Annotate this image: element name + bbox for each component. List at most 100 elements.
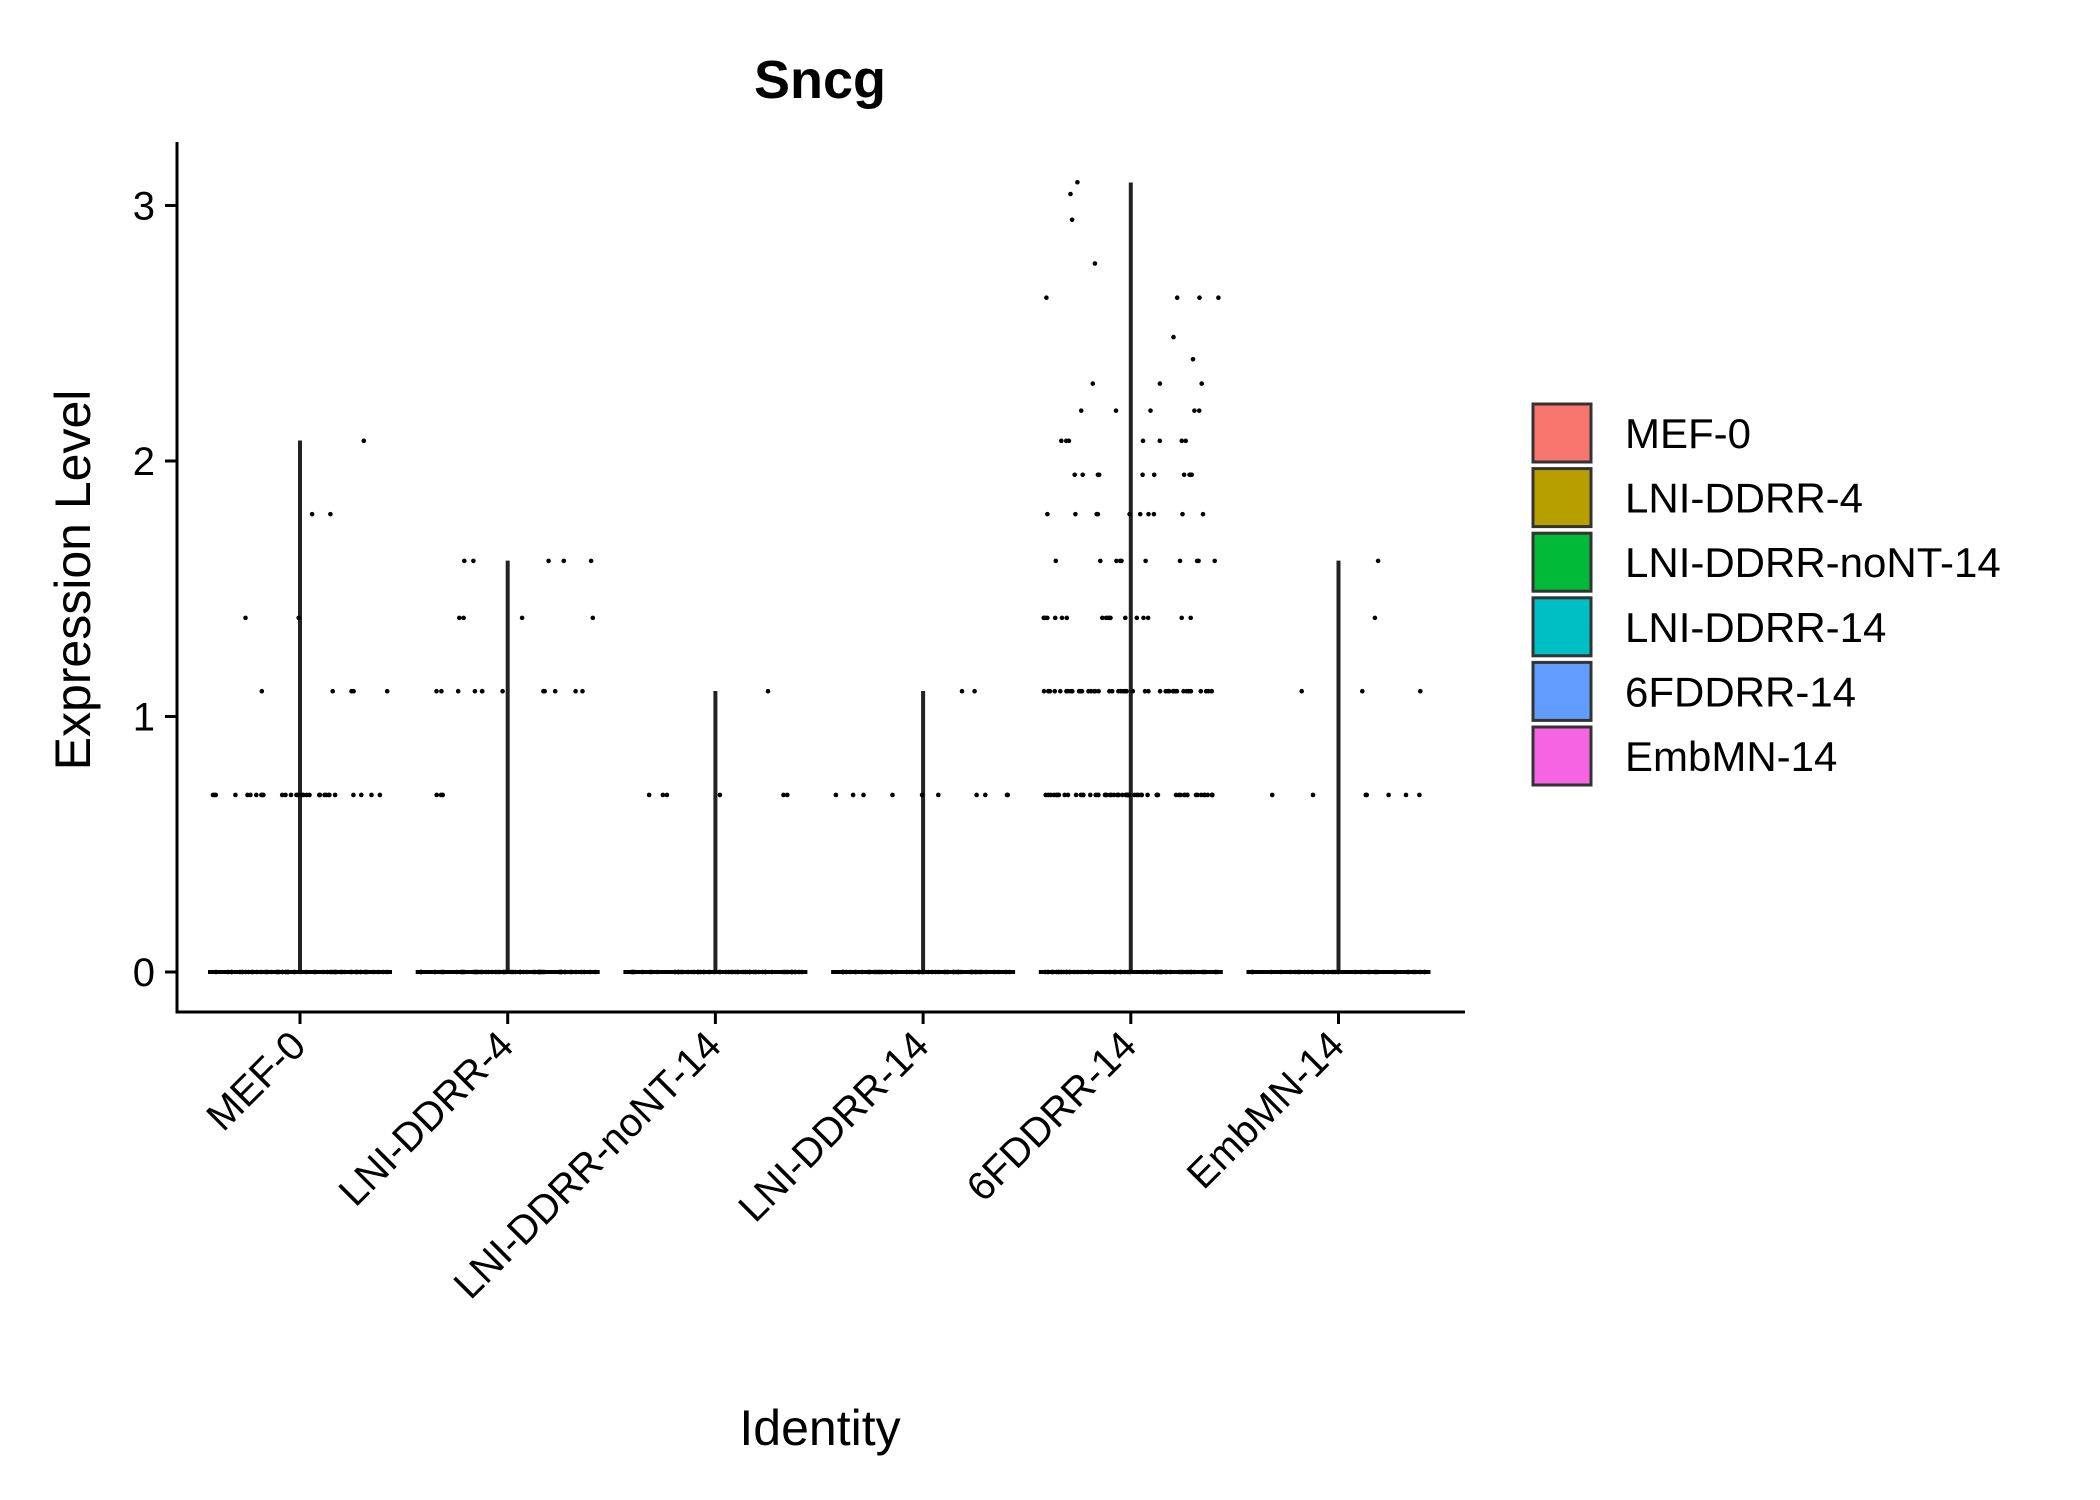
data-point	[1096, 792, 1101, 798]
legend-swatch-lni-ddrr-14	[1531, 596, 1593, 658]
data-point	[1140, 438, 1146, 444]
data-point	[1310, 969, 1316, 975]
data-point	[561, 558, 567, 564]
data-point	[1065, 792, 1071, 798]
data-point	[532, 969, 538, 975]
data-point	[363, 969, 369, 975]
data-point	[1184, 969, 1190, 975]
data-point	[1146, 511, 1151, 517]
data-point	[489, 969, 495, 975]
x-tick-label-6fddrr-14: 6FDDRR-14	[958, 1023, 1145, 1210]
data-point	[1104, 792, 1109, 798]
data-point	[1079, 969, 1084, 975]
data-point	[1163, 969, 1168, 975]
data-point	[1373, 969, 1379, 975]
data-point	[1004, 792, 1010, 798]
data-point	[309, 511, 315, 517]
data-point	[904, 969, 909, 975]
data-point	[263, 969, 269, 975]
data-point	[254, 969, 259, 975]
data-point	[258, 969, 264, 975]
data-point	[1171, 688, 1176, 694]
data-point	[478, 969, 483, 975]
data-point	[377, 792, 383, 798]
data-point	[1310, 792, 1316, 798]
data-point	[472, 688, 478, 694]
data-point	[893, 969, 899, 975]
data-point	[1173, 792, 1179, 798]
data-point	[348, 969, 353, 975]
data-point	[1049, 969, 1055, 975]
data-point	[969, 969, 974, 975]
data-point	[1151, 472, 1157, 478]
data-point	[1320, 969, 1326, 975]
data-point	[1194, 558, 1200, 564]
data-point	[1098, 558, 1103, 564]
data-point	[524, 969, 530, 975]
legend-swatch-embmn-14	[1531, 725, 1593, 787]
data-point	[460, 969, 466, 975]
data-point	[1306, 969, 1311, 975]
data-point	[1360, 688, 1365, 694]
data-point	[500, 688, 505, 694]
data-point	[1117, 558, 1123, 564]
data-point	[441, 969, 446, 975]
data-point	[457, 615, 462, 621]
data-point	[1064, 615, 1070, 621]
legend-label-embmn-14: EmbMN-14	[1625, 733, 1837, 780]
data-point	[385, 969, 390, 975]
legend-swatch-6fddrr-14	[1531, 660, 1593, 722]
data-point	[735, 969, 740, 975]
data-point	[1141, 615, 1146, 621]
data-point	[785, 792, 790, 798]
data-point	[769, 969, 775, 975]
data-point	[1047, 688, 1053, 694]
data-point	[292, 969, 297, 975]
data-point	[1353, 969, 1358, 975]
data-point	[307, 792, 312, 798]
data-point	[1053, 558, 1059, 564]
data-point	[277, 969, 282, 975]
data-point	[1183, 438, 1188, 444]
legend-swatch-lni-ddrr-4	[1531, 467, 1593, 529]
data-point	[1126, 792, 1131, 798]
data-point	[1007, 969, 1012, 975]
data-point	[349, 688, 354, 694]
data-point	[434, 792, 440, 798]
data-point	[664, 792, 670, 798]
data-point	[461, 615, 466, 621]
data-point	[850, 792, 856, 798]
data-point	[1096, 688, 1101, 694]
data-point	[717, 969, 723, 975]
data-point	[1200, 511, 1206, 517]
data-point	[328, 511, 333, 517]
data-point	[1076, 688, 1082, 694]
data-point	[972, 688, 977, 694]
x-tick-label-lni-ddrr-4: LNI-DDRR-4	[331, 1023, 522, 1214]
data-point	[1151, 969, 1156, 975]
x-tick-label-lni-ddrr-14: LNI-DDRR-14	[730, 1023, 937, 1230]
data-point	[1059, 615, 1065, 621]
data-point	[973, 969, 979, 975]
data-point	[640, 969, 645, 975]
data-point	[1145, 792, 1150, 798]
data-point	[1042, 969, 1048, 975]
data-point	[1073, 511, 1078, 517]
data-point	[1137, 511, 1143, 517]
data-point	[685, 969, 691, 975]
violins-layer	[298, 182, 1341, 972]
data-point	[1166, 688, 1172, 694]
data-point	[568, 969, 574, 975]
data-point	[358, 969, 364, 975]
data-point	[1090, 969, 1095, 975]
data-point	[1154, 792, 1159, 798]
jitter-points-layer	[208, 179, 1431, 975]
data-point	[418, 969, 424, 975]
data-point	[245, 792, 250, 798]
data-point	[916, 969, 922, 975]
data-point	[930, 969, 935, 975]
data-point	[1051, 792, 1057, 798]
data-point	[323, 792, 329, 798]
data-point	[295, 792, 301, 798]
data-point	[1332, 969, 1338, 975]
